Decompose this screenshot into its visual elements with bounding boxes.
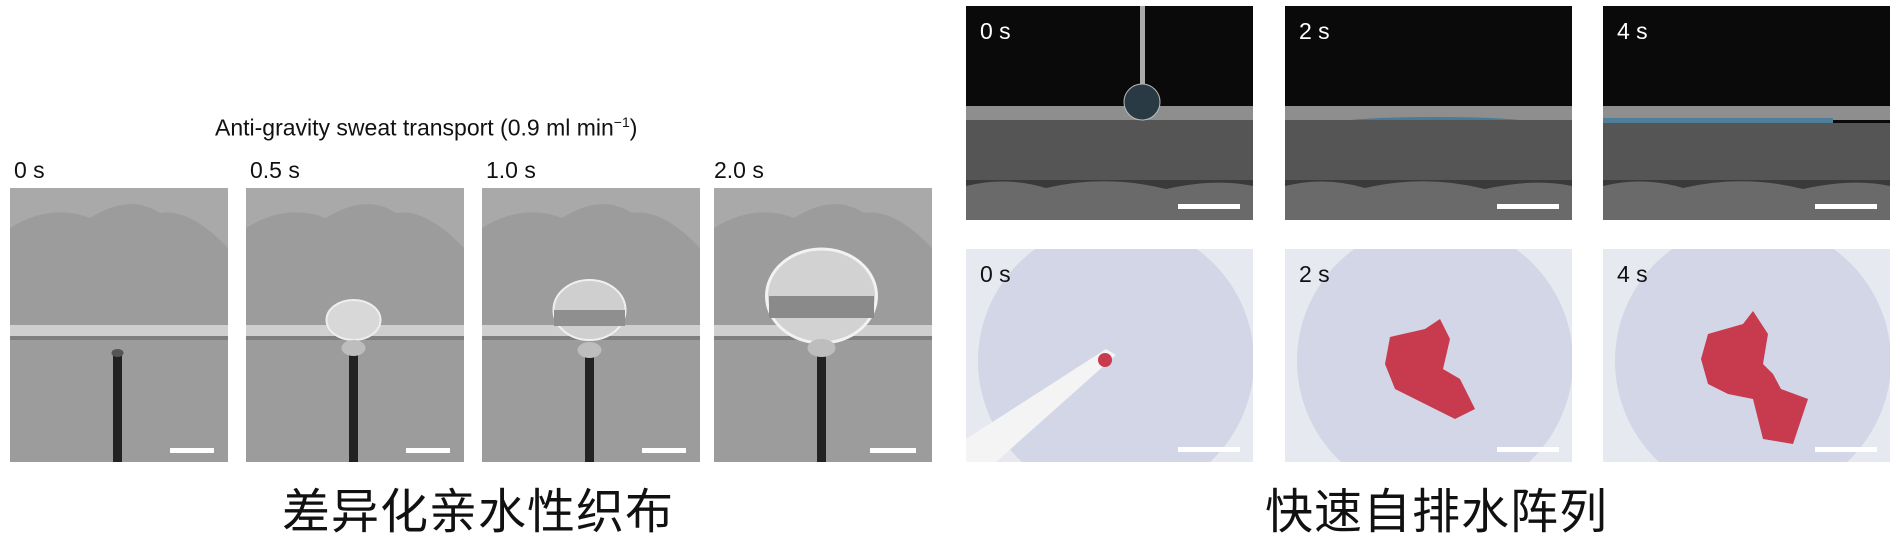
sem-frame-2 bbox=[482, 188, 700, 462]
sem-frame-1 bbox=[246, 188, 464, 462]
scale-bar bbox=[642, 448, 686, 453]
time-label-fabric-1: 2 s bbox=[1299, 261, 1330, 287]
sem-frame-0 bbox=[10, 188, 228, 462]
time-label-fabric-0: 0 s bbox=[980, 261, 1011, 287]
right-caption: 快速自排水阵列 bbox=[1265, 486, 1609, 539]
scale-bar bbox=[170, 448, 214, 453]
time-label-left-1: 0.5 s bbox=[250, 157, 300, 183]
time-label-side-0: 0 s bbox=[980, 18, 1011, 44]
side-frame-2: 4 s bbox=[1603, 6, 1890, 220]
left-caption: 差异化亲水性织布 bbox=[282, 486, 675, 539]
left-panel-title: Anti-gravity sweat transport (0.9 ml min… bbox=[215, 114, 638, 141]
scale-bar bbox=[1815, 447, 1877, 452]
scale-bar bbox=[1178, 204, 1240, 209]
side-frame-0: 0 s bbox=[966, 6, 1253, 220]
time-label-side-1: 2 s bbox=[1299, 18, 1330, 44]
fabric-frame-1: 2 s bbox=[1285, 249, 1572, 462]
time-label-fabric-2: 4 s bbox=[1617, 261, 1648, 287]
side-frame-1: 2 s bbox=[1285, 6, 1572, 220]
scale-bar bbox=[1178, 447, 1240, 452]
fabric-frame-2: 4 s bbox=[1603, 249, 1890, 462]
time-label-left-2: 1.0 s bbox=[486, 157, 536, 183]
time-label-left-0: 0 s bbox=[14, 157, 45, 183]
sem-frame-3 bbox=[714, 188, 932, 462]
scale-bar bbox=[406, 448, 450, 453]
scale-bar bbox=[1497, 447, 1559, 452]
time-label-side-2: 4 s bbox=[1617, 18, 1648, 44]
scale-bar bbox=[870, 448, 916, 453]
time-label-left-3: 2.0 s bbox=[714, 157, 764, 183]
fabric-frame-0: 0 s bbox=[966, 249, 1253, 462]
scale-bar bbox=[1815, 204, 1877, 209]
scale-bar bbox=[1497, 204, 1559, 209]
